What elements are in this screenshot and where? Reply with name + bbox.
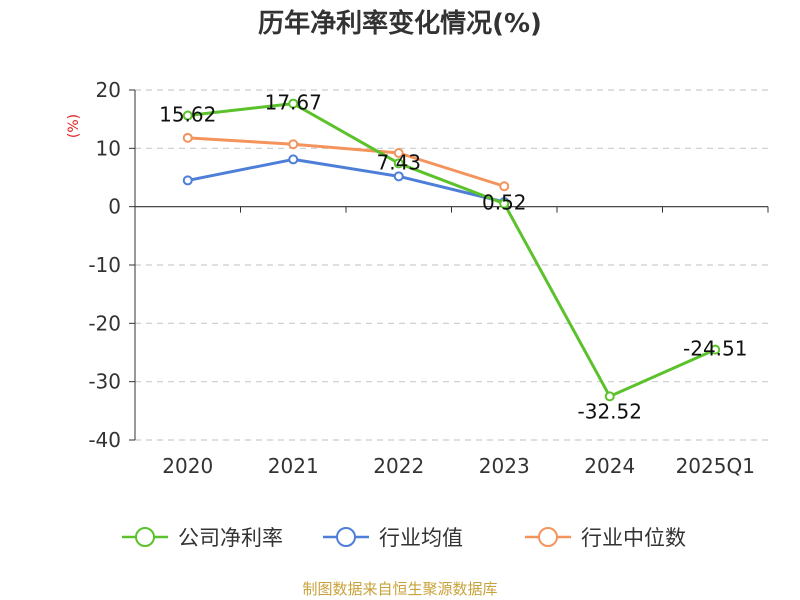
data-point bbox=[604, 391, 615, 402]
tick-labels: 20 10 0 -10 -20 -30 -40 2020 2021 2022 2023 2024 202… bbox=[88, 78, 755, 478]
legend-marker bbox=[135, 527, 155, 547]
data-point bbox=[393, 171, 404, 182]
data-label: 7.43 bbox=[376, 150, 421, 174]
series-line bbox=[187, 157, 505, 204]
data-point bbox=[710, 344, 721, 355]
data-label: 0.52 bbox=[482, 191, 527, 215]
legend-label: 公司净利率 bbox=[178, 526, 283, 550]
legend: 公司净利率 行业均值 行业中位数 bbox=[122, 526, 686, 550]
data-point bbox=[393, 148, 404, 158]
data-point bbox=[288, 139, 299, 150]
data-point bbox=[393, 158, 404, 169]
y-tick-label: 0 bbox=[108, 195, 121, 219]
source-note: 制图数据来自恒生聚源数据库 bbox=[302, 580, 497, 598]
axes bbox=[129, 89, 769, 441]
data-label: 15.62 bbox=[159, 103, 216, 127]
y-axis-label: (%) bbox=[66, 114, 82, 138]
data-point bbox=[182, 110, 193, 121]
x-tick-label: 2022 bbox=[373, 454, 424, 478]
data-point bbox=[288, 98, 299, 109]
legend-label: 行业中位数 bbox=[581, 526, 686, 550]
y-tick-label: -30 bbox=[88, 370, 121, 394]
y-tick-label: -20 bbox=[88, 311, 121, 335]
data-labels: 15.62 17.67 7.43 0.52 -32.52 -24.51 bbox=[159, 91, 747, 424]
y-tick-label: -40 bbox=[88, 428, 121, 452]
data-label: -32.52 bbox=[578, 399, 642, 423]
series-line bbox=[187, 136, 505, 188]
legend-marker bbox=[336, 527, 356, 547]
x-tick-label: 2020 bbox=[162, 454, 213, 478]
x-tick-label: 2025Q1 bbox=[676, 454, 755, 478]
data-point bbox=[499, 181, 510, 192]
x-tick-label: 2024 bbox=[584, 454, 635, 478]
legend-label: 行业均值 bbox=[379, 526, 463, 550]
y-tick-label: -10 bbox=[88, 253, 121, 277]
data-label: 17.67 bbox=[265, 91, 322, 115]
chart-title: 历年净利率变化情况(%) bbox=[258, 8, 542, 39]
data-point bbox=[288, 154, 299, 165]
series-line bbox=[187, 102, 716, 398]
data-point bbox=[182, 175, 193, 186]
gridlines bbox=[135, 89, 768, 441]
data-point bbox=[182, 132, 193, 143]
data-label: -24.51 bbox=[683, 337, 747, 361]
y-tick-label: 10 bbox=[96, 136, 121, 160]
data-point bbox=[499, 198, 510, 209]
legend-marker bbox=[538, 527, 558, 547]
y-tick-label: 20 bbox=[96, 78, 121, 102]
x-tick-label: 2021 bbox=[268, 454, 319, 478]
series-lines bbox=[182, 98, 721, 402]
x-tick-label: 2023 bbox=[479, 454, 530, 478]
